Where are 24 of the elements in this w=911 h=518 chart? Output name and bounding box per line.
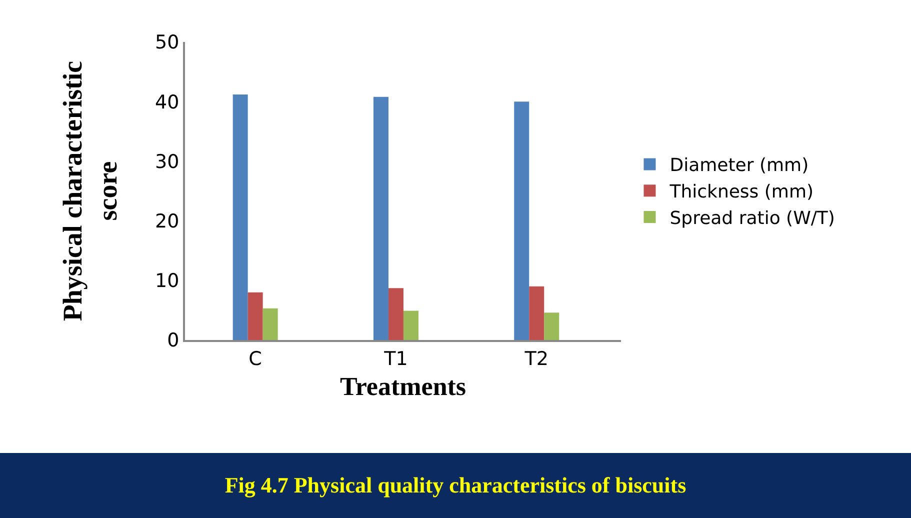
legend-label: Spread ratio (W/T) — [670, 208, 835, 230]
y-tick-label: 50 — [155, 32, 180, 54]
bar — [262, 308, 278, 340]
x-tick-label: C — [248, 348, 262, 370]
x-axis-title: Treatments — [340, 372, 466, 401]
y-tick-label: 10 — [155, 270, 180, 292]
bar — [248, 292, 263, 340]
x-tick-label: T2 — [524, 348, 548, 370]
y-tick-label: 0 — [167, 330, 180, 352]
y-tick-label: 40 — [155, 91, 180, 114]
bar — [373, 96, 388, 340]
y-tick-label: 30 — [155, 150, 180, 173]
y-axis-title: Physical characteristic score — [57, 60, 123, 322]
bar — [529, 286, 544, 340]
bar — [544, 312, 560, 340]
legend-label: Thickness (mm) — [668, 182, 814, 203]
legend-label: Diameter (mm) — [670, 155, 809, 176]
bar — [514, 102, 530, 340]
y-tick-label: 20 — [155, 210, 180, 232]
bar — [403, 310, 418, 340]
bar — [232, 94, 248, 340]
text: Fig 4.7 Physical quality characteristics of biscuits — [224, 472, 687, 498]
bar — [388, 288, 404, 340]
x-tick-label: T1 — [383, 348, 408, 370]
